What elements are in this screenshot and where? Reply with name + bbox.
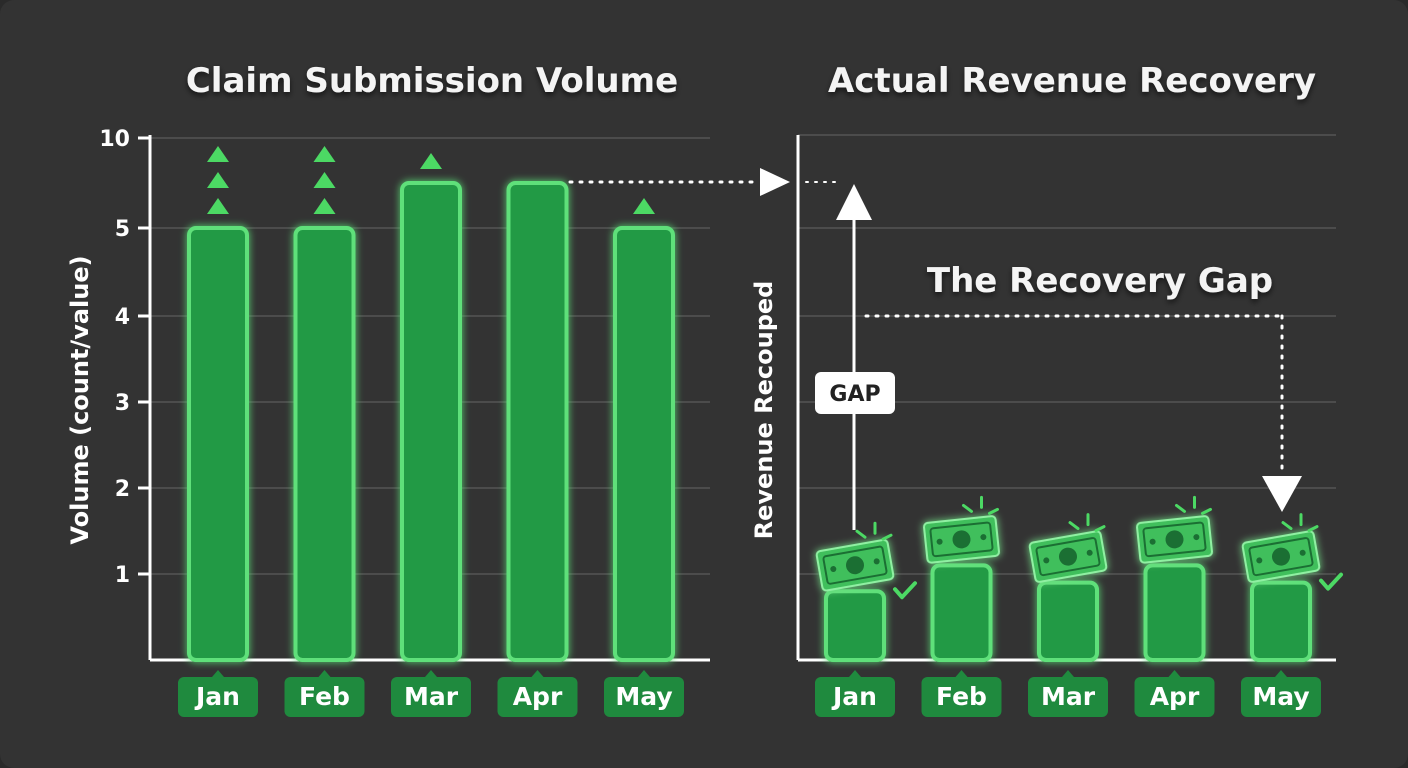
up-triangle-icon [313,146,336,162]
bar-feb [293,226,356,662]
chip-pointer [1062,670,1074,677]
chip-pointer [638,670,650,677]
category-label: Jan [194,682,240,711]
gap-badge-label: GAP [829,382,880,407]
chip-pointer [425,670,437,677]
bar-jan [187,226,249,662]
left-up-markers [207,146,655,214]
sparkle-icon [1068,513,1106,533]
category-chip [604,677,684,717]
category-chip [921,677,1002,717]
gap-down-arrow [864,314,1302,512]
check-icon [1319,572,1343,591]
up-triangle-icon [207,146,229,162]
left-category-labels: Jan Feb Mar Apr May [178,670,684,717]
bar-may [1250,580,1312,662]
bar-mar [400,181,462,662]
chip-pointer [318,670,331,677]
sparkle-icon [962,495,999,515]
y-tick-label: 5 [115,217,130,242]
left-chart-title: Claim Submission Volume [186,61,678,101]
bar-feb [930,563,993,663]
right-chart-title: Actual Revenue Recovery [828,61,1316,101]
right-bars [824,563,1312,663]
bar-mar [1037,580,1099,662]
category-label: Mar [404,682,459,711]
bar-apr [1143,563,1206,663]
money-bill-icon [1241,530,1321,583]
sparkle-icon [1281,513,1319,533]
category-chip [1241,677,1321,717]
category-label: Jan [831,682,877,711]
category-label: May [1252,682,1309,711]
category-chip [1134,677,1215,717]
category-chip [391,677,471,717]
category-label: Apr [513,682,563,711]
left-y-ticks: 1 2 3 4 5 10 [99,127,150,588]
recovery-gap-title: The Recovery Gap [927,261,1273,301]
money-bill-icon [1028,530,1108,583]
right-money-icons [815,495,1343,600]
category-label: Mar [1041,682,1096,711]
category-label: Feb [299,682,350,711]
chip-pointer [955,670,968,677]
left-bars [187,181,675,662]
bar-may [613,226,675,662]
bar-apr [506,181,569,662]
y-tick-label: 1 [115,563,130,588]
category-chip [284,677,365,717]
chip-pointer [1168,670,1181,677]
chip-pointer [849,670,861,677]
left-y-axis-label: Volume (count/value) [66,255,94,544]
y-tick-label: 3 [115,391,130,416]
sparkle-icon [855,521,893,541]
right-y-axis-label: Revenue Recouped [750,281,778,540]
up-triangle-icon [633,198,655,214]
right-grid [798,134,1336,575]
up-triangle-icon [313,172,336,188]
category-label: May [615,682,672,711]
y-tick-label: 10 [99,127,130,152]
connector-arrow [568,168,839,196]
bar-jan [824,589,886,663]
sparkle-icon [1175,495,1212,515]
check-icon [893,581,917,600]
y-tick-label: 2 [115,477,130,502]
right-category-labels: Jan Feb Mar Apr May [815,670,1321,717]
gap-badge: GAP [815,372,895,414]
gap-up-arrow [836,184,872,530]
up-triangle-icon [313,198,336,214]
category-chip [497,677,578,717]
category-label: Feb [936,682,987,711]
chip-pointer [1275,670,1287,677]
category-label: Apr [1150,682,1200,711]
up-triangle-icon [207,172,229,188]
money-bill-icon [815,538,895,592]
up-triangle-icon [420,153,442,169]
chip-pointer [531,670,544,677]
category-chip [1028,677,1108,717]
money-bill-icon [923,515,1000,564]
money-bill-icon [1136,515,1213,564]
category-chip [178,677,258,717]
chip-pointer [212,670,224,677]
up-triangle-icon [207,198,229,214]
category-chip [815,677,895,717]
y-tick-label: 4 [115,305,130,330]
